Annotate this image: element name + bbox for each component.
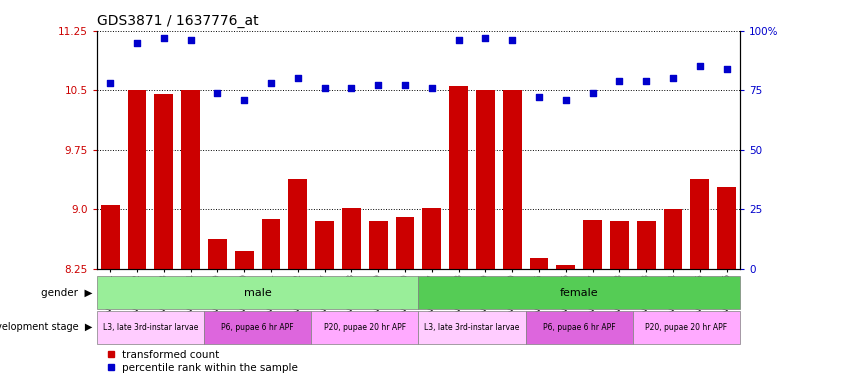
- Bar: [315, 221, 334, 269]
- Bar: [97, 276, 419, 309]
- Bar: [476, 90, 495, 269]
- Point: [372, 83, 385, 89]
- Bar: [503, 90, 521, 269]
- Text: L3, late 3rd-instar larvae: L3, late 3rd-instar larvae: [425, 323, 520, 332]
- Bar: [204, 311, 311, 344]
- Bar: [128, 90, 146, 269]
- Bar: [262, 219, 280, 269]
- Point: [264, 80, 278, 86]
- Text: development stage  ▶: development stage ▶: [0, 322, 93, 332]
- Point: [639, 78, 653, 84]
- Point: [479, 35, 492, 41]
- Bar: [690, 179, 709, 269]
- Point: [157, 35, 171, 41]
- Point: [613, 78, 627, 84]
- Bar: [369, 221, 388, 269]
- Text: P6, pupae 6 hr APF: P6, pupae 6 hr APF: [543, 323, 616, 332]
- Point: [291, 75, 304, 81]
- Bar: [526, 311, 632, 344]
- Point: [237, 97, 251, 103]
- Bar: [530, 258, 548, 269]
- Bar: [311, 311, 418, 344]
- Point: [210, 89, 224, 96]
- Bar: [637, 221, 656, 269]
- Point: [666, 75, 680, 81]
- Text: P6, pupae 6 hr APF: P6, pupae 6 hr APF: [221, 323, 294, 332]
- Point: [505, 37, 519, 43]
- Bar: [449, 86, 468, 269]
- Point: [452, 37, 465, 43]
- Text: GDS3871 / 1637776_at: GDS3871 / 1637776_at: [97, 14, 258, 28]
- Bar: [664, 209, 682, 269]
- Bar: [342, 209, 361, 269]
- Bar: [155, 94, 173, 269]
- Bar: [395, 217, 415, 269]
- Bar: [632, 311, 740, 344]
- Point: [318, 85, 331, 91]
- Point: [720, 66, 733, 72]
- Point: [184, 37, 198, 43]
- Bar: [717, 187, 736, 269]
- Bar: [419, 311, 526, 344]
- Bar: [610, 221, 629, 269]
- Point: [103, 80, 117, 86]
- Bar: [181, 90, 200, 269]
- Bar: [288, 179, 307, 269]
- Point: [425, 85, 438, 91]
- Bar: [422, 209, 442, 269]
- Bar: [419, 276, 740, 309]
- Bar: [235, 252, 253, 269]
- Text: gender  ▶: gender ▶: [41, 288, 93, 298]
- Point: [532, 94, 546, 101]
- Point: [399, 83, 412, 89]
- Point: [559, 97, 573, 103]
- Bar: [97, 311, 204, 344]
- Bar: [584, 220, 602, 269]
- Bar: [101, 205, 119, 269]
- Text: female: female: [560, 288, 599, 298]
- Point: [586, 89, 600, 96]
- Bar: [557, 265, 575, 269]
- Text: P20, pupae 20 hr APF: P20, pupae 20 hr APF: [645, 323, 727, 332]
- Text: L3, late 3rd-instar larvae: L3, late 3rd-instar larvae: [103, 323, 198, 332]
- Bar: [208, 240, 227, 269]
- Point: [130, 40, 144, 46]
- Point: [345, 85, 358, 91]
- Text: P20, pupae 20 hr APF: P20, pupae 20 hr APF: [324, 323, 406, 332]
- Legend: transformed count, percentile rank within the sample: transformed count, percentile rank withi…: [102, 346, 302, 377]
- Point: [693, 63, 706, 70]
- Text: male: male: [244, 288, 272, 298]
